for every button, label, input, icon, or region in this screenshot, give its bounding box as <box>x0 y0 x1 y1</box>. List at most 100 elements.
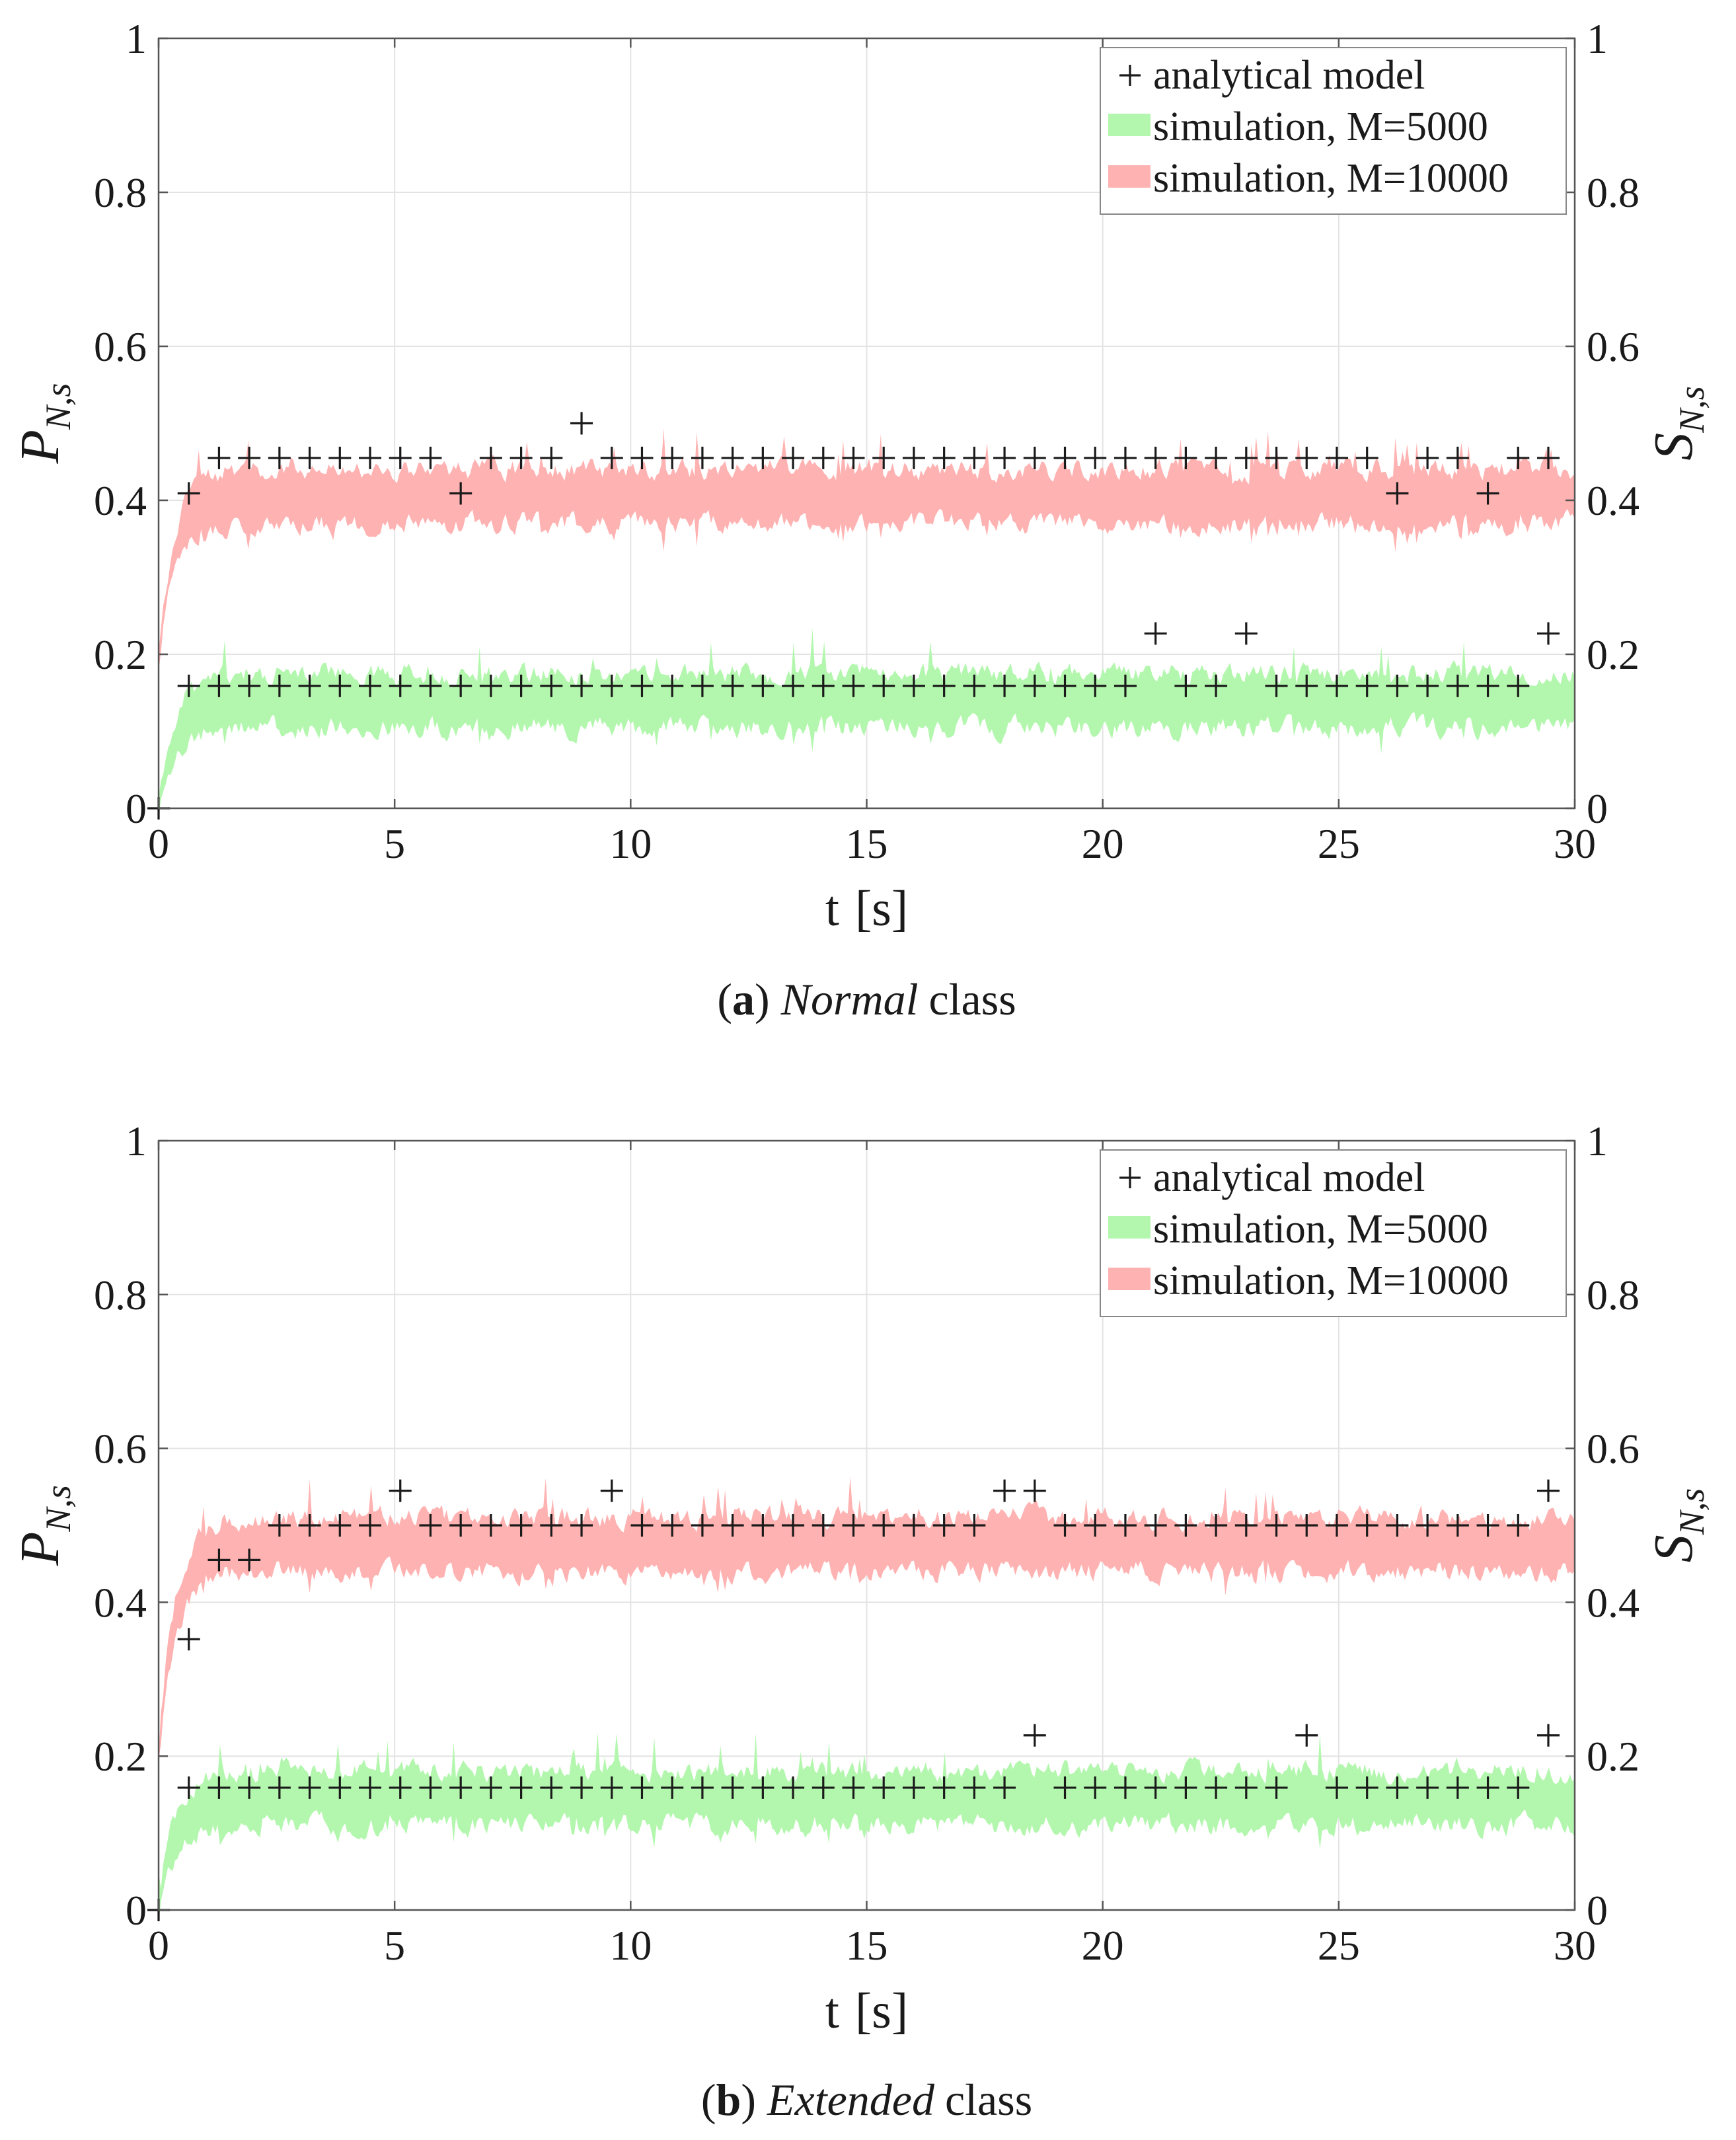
y-axis-label-left-symbol: P <box>9 1532 71 1566</box>
analytical-marker-m5000 <box>177 1776 200 1799</box>
x-tick-label: 20 <box>1082 820 1124 867</box>
analytical-marker-m10000 <box>902 446 925 469</box>
analytical-marker-m5000 <box>540 1776 563 1799</box>
y-axis-label-right: SN,s <box>1643 1488 1712 1563</box>
analytical-marker-m10000 <box>359 1514 382 1537</box>
analytical-marker-m5000 <box>1325 674 1348 697</box>
analytical-marker-m10000 <box>1476 482 1499 505</box>
analytical-marker-m5000 <box>1205 674 1228 697</box>
analytical-marker-m10000 <box>630 446 654 469</box>
x-tick-label: 0 <box>148 820 169 867</box>
analytical-marker-m10000 <box>1144 446 1167 469</box>
analytical-marker-m10000 <box>449 1514 472 1537</box>
analytical-marker-m5000 <box>1023 674 1046 697</box>
analytical-marker-m10000 <box>1174 446 1197 469</box>
analytical-marker-m10000 <box>1507 1514 1530 1537</box>
analytical-marker-m5000 <box>1084 1776 1107 1799</box>
analytical-marker-m10000 <box>1023 1479 1046 1502</box>
legend-analytical-marker <box>1119 65 1141 86</box>
analytical-marker-m5000 <box>630 1776 654 1799</box>
analytical-marker-m10000 <box>1205 1514 1228 1537</box>
legend-sim5000-swatch <box>1108 1216 1151 1239</box>
y-tick-label-right: 1 <box>1587 15 1608 62</box>
x-tick-label: 10 <box>609 1922 652 1969</box>
legend-analytical-label: analytical model <box>1153 1155 1425 1200</box>
caption-rest: class <box>945 2075 1032 2125</box>
analytical-marker-m10000 <box>842 1514 865 1537</box>
x-tick-label: 30 <box>1554 1922 1596 1969</box>
analytical-marker-m5000 <box>1507 1776 1530 1799</box>
y-tick-label-left: 0.2 <box>94 1733 147 1780</box>
y-axis-label-left-subscript: N,s <box>38 1485 78 1533</box>
analytical-marker-m10000 <box>1325 446 1348 469</box>
analytical-marker-m10000 <box>751 446 774 469</box>
analytical-marker-m5000 <box>1174 1776 1197 1799</box>
analytical-marker-m5000 <box>1023 1724 1046 1747</box>
analytical-marker-m5000 <box>570 674 593 697</box>
analytical-marker-m5000 <box>449 674 472 697</box>
analytical-marker-m5000 <box>1416 674 1439 697</box>
analytical-marker-m10000 <box>751 1514 774 1537</box>
analytical-marker-m10000 <box>691 446 714 469</box>
analytical-marker-m10000 <box>449 482 472 505</box>
analytical-marker-m5000 <box>782 674 805 697</box>
analytical-marker-m10000 <box>1446 1514 1469 1537</box>
y-tick-label-right: 0.8 <box>1587 1272 1640 1318</box>
y-tick-label-right: 0.6 <box>1587 323 1640 370</box>
x-axis-label-unit: [s] <box>855 1983 908 2039</box>
analytical-marker-m5000 <box>1446 1776 1469 1799</box>
legend-box <box>1100 47 1567 215</box>
analytical-marker-m5000 <box>1476 1776 1499 1799</box>
legend-sim5000-label: simulation, M=5000 <box>1153 1207 1488 1252</box>
analytical-marker-m10000 <box>1537 446 1560 469</box>
y-tick-label-right: 1 <box>1587 1118 1608 1165</box>
analytical-marker-m5000 <box>479 1776 502 1799</box>
analytical-marker-m10000 <box>1355 1514 1378 1537</box>
analytical-marker-m10000 <box>540 446 563 469</box>
y-axis-label-left-subscript: N,s <box>38 383 78 431</box>
analytical-marker-m5000 <box>721 1776 744 1799</box>
x-axis-label: t [s] <box>825 1983 908 2039</box>
caption-label: a <box>732 974 755 1024</box>
analytical-marker-m10000 <box>963 446 986 469</box>
legend-sim10000-label: simulation, M=10000 <box>1153 1258 1509 1303</box>
analytical-marker-m10000 <box>1205 446 1228 469</box>
analytical-marker-m10000 <box>1265 446 1288 469</box>
analytical-marker-m10000 <box>1386 482 1409 505</box>
analytical-marker-m10000 <box>932 1514 956 1537</box>
analytical-marker-m5000 <box>600 674 623 697</box>
analytical-marker-m5000 <box>570 1776 593 1799</box>
analytical-marker-m10000 <box>1295 1514 1318 1537</box>
analytical-marker-m5000 <box>509 674 533 697</box>
analytical-marker-m10000 <box>1053 446 1076 469</box>
analytical-marker-m10000 <box>630 1514 654 1537</box>
analytical-marker-m10000 <box>359 446 382 469</box>
analytical-marker-m5000 <box>1325 1776 1348 1799</box>
analytical-marker-m10000 <box>298 446 321 469</box>
y-tick-label-left: 0.6 <box>94 323 147 370</box>
analytical-marker-m5000 <box>1416 1776 1439 1799</box>
analytical-marker-m10000 <box>177 1628 200 1651</box>
analytical-marker-m10000 <box>268 1514 291 1537</box>
band-simulation-m10000 <box>159 428 1575 671</box>
y-axis-label-left-symbol: P <box>9 430 71 464</box>
analytical-marker-m5000 <box>1537 622 1560 645</box>
y-tick-label-left: 0 <box>126 785 147 832</box>
legend-sim10000-swatch <box>1108 165 1151 188</box>
legend-analytical-marker <box>1119 1167 1141 1188</box>
analytical-marker-m5000 <box>600 1776 623 1799</box>
analytical-marker-m10000 <box>1476 1514 1499 1537</box>
analytical-marker-m5000 <box>1355 674 1378 697</box>
analytical-marker-m5000 <box>932 674 956 697</box>
analytical-marker-m10000 <box>782 1514 805 1537</box>
legend-analytical-label: analytical model <box>1153 53 1425 98</box>
analytical-marker-m5000 <box>630 674 654 697</box>
analytical-marker-m10000 <box>661 446 684 469</box>
band-simulation-m10000 <box>159 1476 1575 1761</box>
band-simulation-m5000 <box>159 629 1575 818</box>
analytical-marker-m5000 <box>1053 1776 1076 1799</box>
legend-sim10000-swatch <box>1108 1268 1151 1290</box>
analytical-marker-m5000 <box>1084 674 1107 697</box>
analytical-marker-m10000 <box>570 412 593 435</box>
